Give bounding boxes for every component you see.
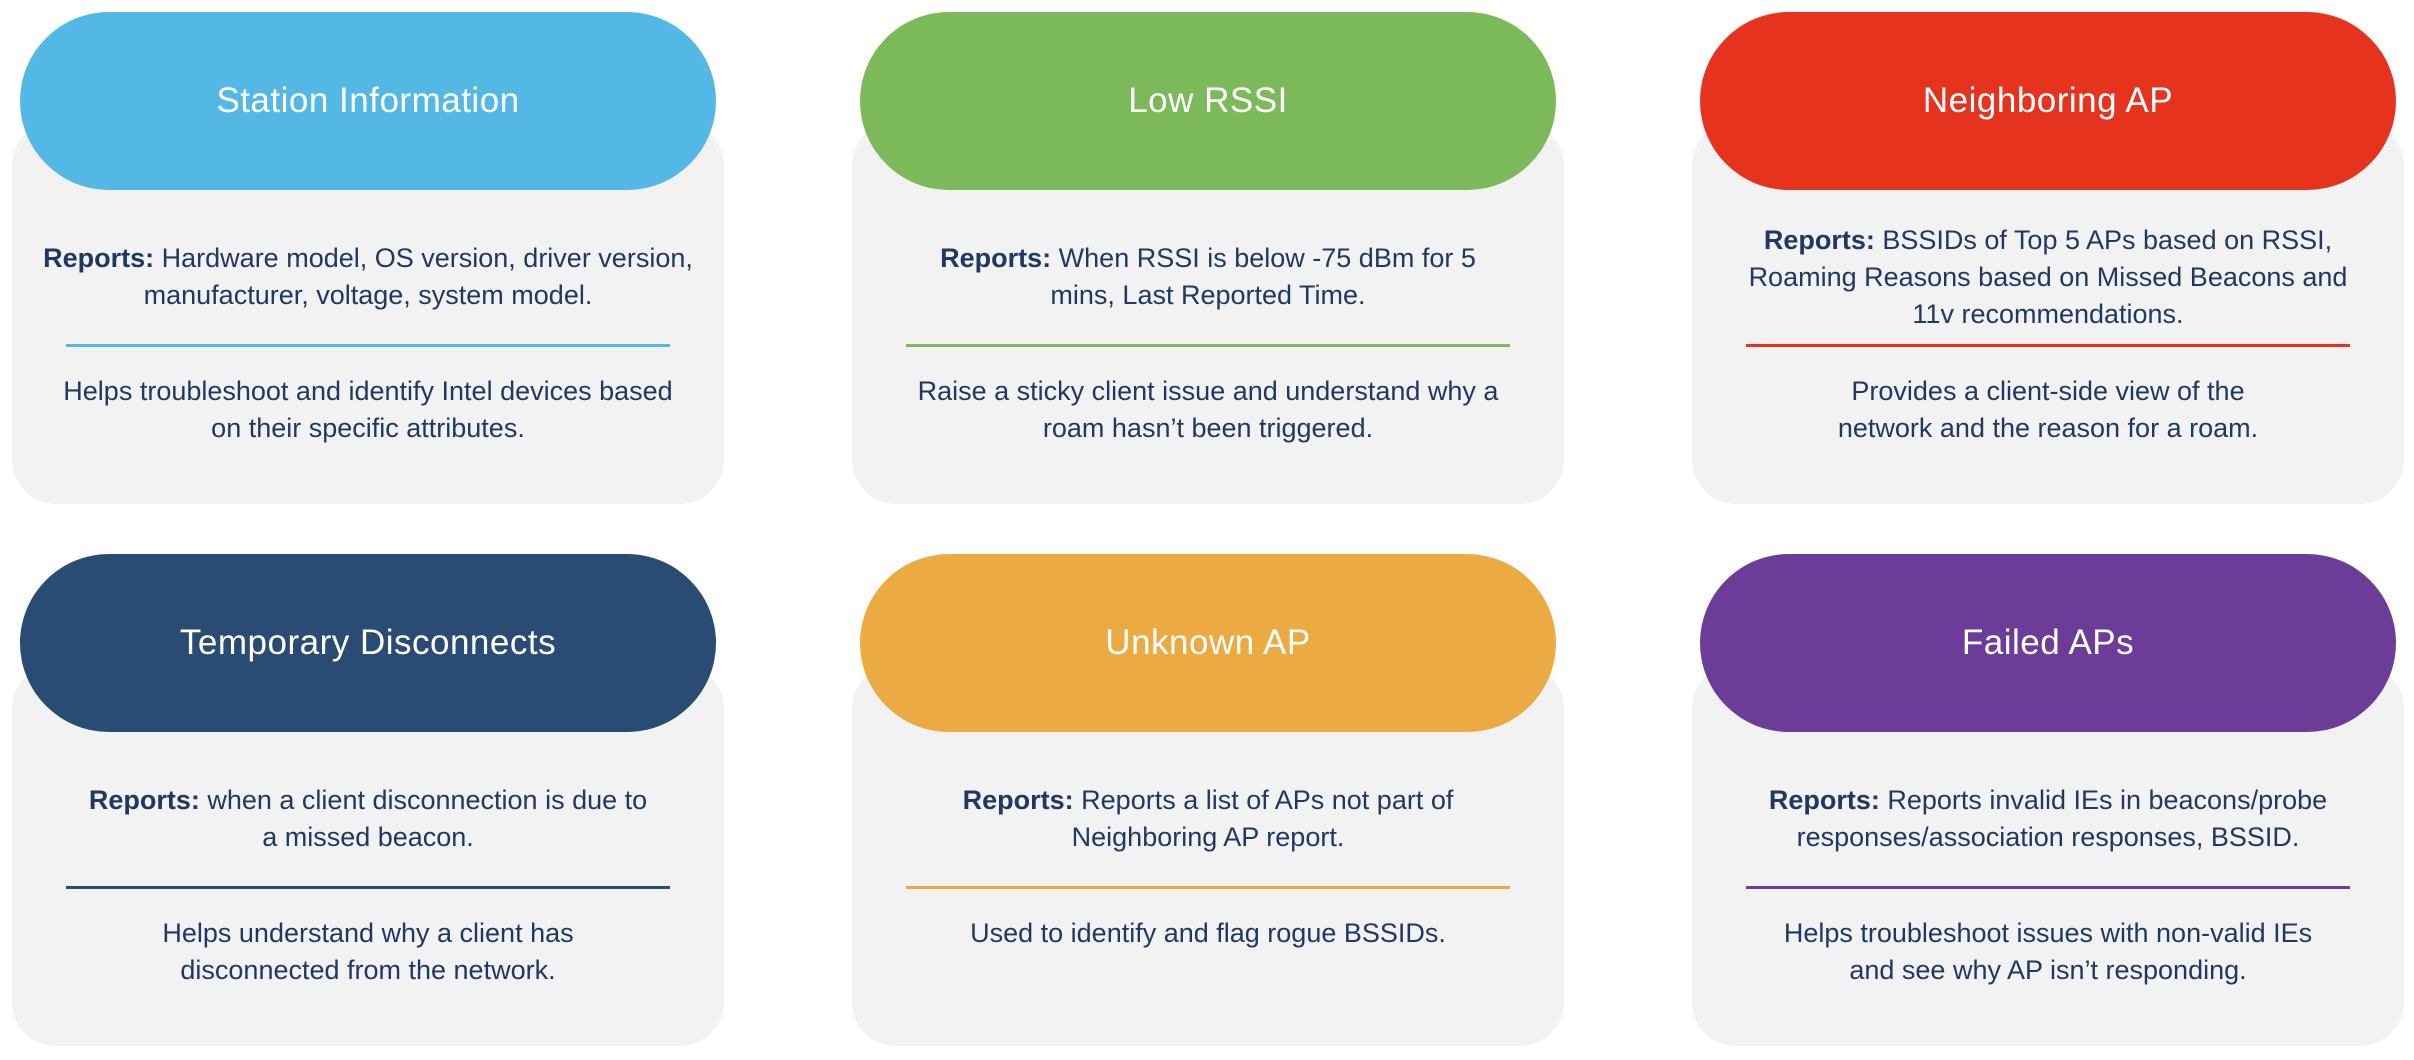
reports-text: When RSSI is below -75 dBm for 5 mins, L… — [1050, 243, 1476, 310]
description: Raise a sticky client issue and understa… — [917, 376, 1499, 443]
reports-label: Reports: — [88, 785, 200, 815]
divider — [906, 344, 1510, 347]
divider — [1746, 344, 2350, 347]
description: Helps understand why a client has discon… — [162, 918, 574, 985]
card-header-pill: Station Information — [20, 12, 716, 190]
card-title: Failed APs — [1961, 623, 2135, 662]
card-unknown-ap: Unknown AP Reports: Reports a list of AP… — [852, 554, 1564, 1046]
card-temporary-disconnects: Temporary Disconnects Reports: when a cl… — [12, 554, 724, 1046]
card-header-pill: Unknown AP — [860, 554, 1556, 732]
reports-paragraph: Reports: Reports invalid IEs in beacons/… — [1728, 752, 2368, 886]
card-header-pill: Low RSSI — [860, 12, 1556, 190]
reports-text: Hardware model, OS version, driver versi… — [143, 243, 693, 310]
card-header-pill: Temporary Disconnects — [20, 554, 716, 732]
card-header-pill: Neighboring AP — [1700, 12, 2396, 190]
reports-text: when a client disconnection is due to a … — [199, 785, 648, 852]
reports-text: BSSIDs of Top 5 APs based on RSSI, Roami… — [1748, 224, 2348, 329]
card-neighboring-ap: Neighboring AP Reports: BSSIDs of Top 5 … — [1692, 12, 2404, 504]
reports-label: Reports: — [940, 243, 1052, 273]
card-header-pill: Failed APs — [1700, 554, 2396, 732]
description: Used to identify and flag rogue BSSIDs. — [970, 918, 1446, 948]
reports-label: Reports: — [962, 785, 1074, 815]
card-title: Unknown AP — [1105, 623, 1311, 662]
reports-paragraph: Reports: When RSSI is below -75 dBm for … — [936, 210, 1481, 344]
reports-paragraph: Reports: when a client disconnection is … — [88, 752, 648, 886]
divider — [1746, 886, 2350, 889]
card-title: Temporary Disconnects — [179, 623, 557, 662]
card-low-rssi: Low RSSI Reports: When RSSI is below -75… — [852, 12, 1564, 504]
reports-paragraph: Reports: BSSIDs of Top 5 APs based on RS… — [1741, 210, 2356, 344]
description: Provides a client-side view of the netwo… — [1837, 376, 2259, 443]
card-station-information: Station Information Reports: Hardware mo… — [12, 12, 724, 504]
reports-paragraph: Reports: Reports a list of APs not part … — [931, 752, 1486, 886]
reports-text: Reports a list of APs not part of Neighb… — [1071, 785, 1454, 852]
divider — [66, 344, 670, 347]
reports-label: Reports: — [43, 243, 155, 273]
card-title: Neighboring AP — [1922, 81, 2174, 120]
card-title: Low RSSI — [1128, 81, 1288, 120]
description: Helps troubleshoot and identify Intel de… — [63, 376, 673, 443]
reports-paragraph: Reports: Hardware model, OS version, dri… — [40, 210, 696, 344]
reports-label: Reports: — [1763, 224, 1875, 255]
card-failed-aps: Failed APs Reports: Reports invalid IEs … — [1692, 554, 2404, 1046]
description: Helps troubleshoot issues with non-valid… — [1783, 918, 2313, 985]
reports-text: Reports invalid IEs in beacons/probe res… — [1796, 785, 2328, 852]
reports-label: Reports: — [1768, 785, 1880, 815]
divider — [906, 886, 1510, 889]
divider — [66, 886, 670, 889]
card-title: Station Information — [216, 81, 520, 120]
